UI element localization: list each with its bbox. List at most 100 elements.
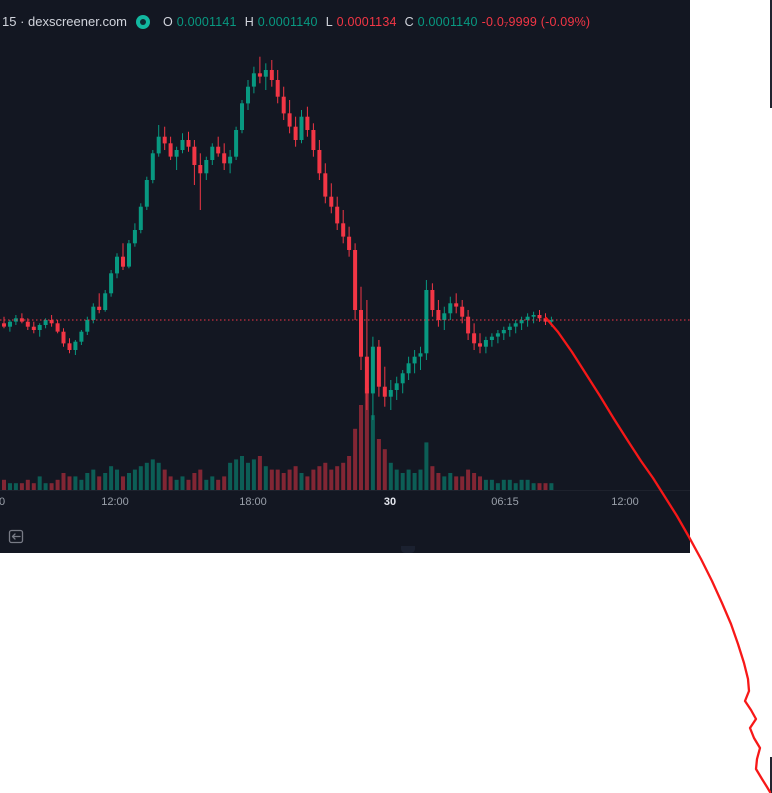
close-value: 0.0001140 (417, 14, 478, 29)
candle-body (359, 310, 363, 357)
candle-body (216, 146, 221, 154)
volume-bar (216, 479, 221, 490)
jump-to-date-icon[interactable] (6, 526, 26, 546)
volume-bar (31, 483, 36, 490)
candle-body (448, 303, 453, 314)
volume-bar (234, 459, 239, 490)
volume-bar (275, 469, 280, 490)
candle-body (317, 150, 322, 174)
low-label: L (325, 14, 333, 29)
volume-bar (97, 476, 102, 490)
volume-bar (382, 449, 387, 490)
volume-bar (448, 473, 453, 490)
volume-bar (495, 483, 500, 490)
volume-bar (19, 483, 24, 490)
volume-bar (127, 473, 131, 490)
candle-body (97, 306, 102, 310)
volume-bar (478, 476, 482, 490)
candle-body (436, 310, 441, 320)
volume-bar (156, 462, 161, 490)
candle-body (156, 136, 161, 154)
volume-bar (210, 476, 215, 490)
candle-body (353, 250, 358, 310)
change-value: -0.0₇9999 (-0.09%) (481, 14, 591, 29)
volume-bar (115, 469, 119, 490)
low-value: 0.0001134 (336, 14, 397, 29)
volume-bar (305, 476, 310, 490)
x-axis-date-label: 30 (383, 496, 397, 508)
time-axis-separator (0, 490, 690, 491)
volume-bar (454, 476, 459, 490)
candle-body (466, 316, 471, 334)
volume-bar (73, 476, 78, 490)
candle-body (364, 356, 369, 394)
candle-body (138, 206, 143, 230)
high-label: H (244, 14, 254, 29)
volume-bar (144, 462, 149, 490)
volume-bar (55, 479, 60, 490)
candle-body (192, 146, 197, 165)
volume-bar (525, 479, 530, 490)
volume-bar (192, 473, 197, 490)
high-value: 0.0001140 (257, 14, 318, 29)
candle-body (132, 230, 137, 244)
candle-body (388, 390, 393, 397)
watermark-fragment (401, 546, 415, 553)
pair-icon-core (140, 18, 147, 25)
volume-bar (43, 483, 48, 490)
volume-bar (103, 473, 108, 490)
volume-bar (424, 442, 429, 490)
candle-body (478, 343, 482, 347)
volume-bar (370, 415, 375, 490)
candle-body (25, 321, 30, 327)
candle-body (85, 320, 90, 332)
volume-bar (483, 479, 488, 490)
volume-bar (489, 479, 494, 490)
candle-body (67, 343, 72, 350)
volume-bar (61, 473, 66, 490)
candle-body (257, 73, 262, 77)
volume-bar (359, 405, 363, 490)
x-axis-time-label: 06:15 (491, 496, 519, 508)
candle-body (73, 341, 78, 350)
page-edge-line-top (770, 0, 772, 108)
open-label: O (163, 14, 173, 29)
volume-bar (418, 469, 423, 490)
time-axis[interactable]: 0 12:00 18:00 30 06:15 12:00 (0, 0, 690, 553)
candle-body (430, 290, 435, 310)
volume-bar (91, 469, 96, 490)
candle-body (222, 153, 227, 164)
candle-body (49, 320, 54, 324)
symbol-title: 15 · dexscreener.com (2, 14, 128, 29)
candle-body (406, 363, 411, 374)
volume-bar (79, 479, 84, 490)
volume-bar (269, 469, 274, 490)
volume-bar (323, 462, 328, 490)
candle-body (210, 146, 215, 160)
volume-bar (376, 439, 381, 490)
candle-body (287, 113, 292, 127)
volume-bar (240, 456, 244, 490)
candle-body (376, 346, 381, 387)
candle-body (127, 243, 131, 267)
price-chart-canvas[interactable] (0, 0, 690, 553)
volume-bar (67, 476, 72, 490)
candle-body (537, 315, 542, 319)
candle-body (109, 273, 114, 294)
candle-body (121, 256, 125, 267)
ohlc-readout: O 0.0001141 H 0.0001140 L 0.0001134 C 0.0001… (159, 15, 590, 29)
x-axis-time-label: 0 (0, 496, 6, 508)
candle-body (454, 303, 459, 307)
volume-bar (436, 473, 441, 490)
volume-bar (293, 466, 298, 490)
candle-body (186, 140, 191, 147)
volume-bar (311, 469, 316, 490)
candle-body (180, 140, 185, 150)
volume-bar (2, 479, 6, 490)
volume-bar (507, 479, 512, 490)
volume-bar (472, 473, 477, 490)
candle-body (198, 165, 203, 174)
candle-body (507, 326, 512, 330)
candle-body (251, 73, 256, 87)
candle-body (323, 173, 328, 197)
